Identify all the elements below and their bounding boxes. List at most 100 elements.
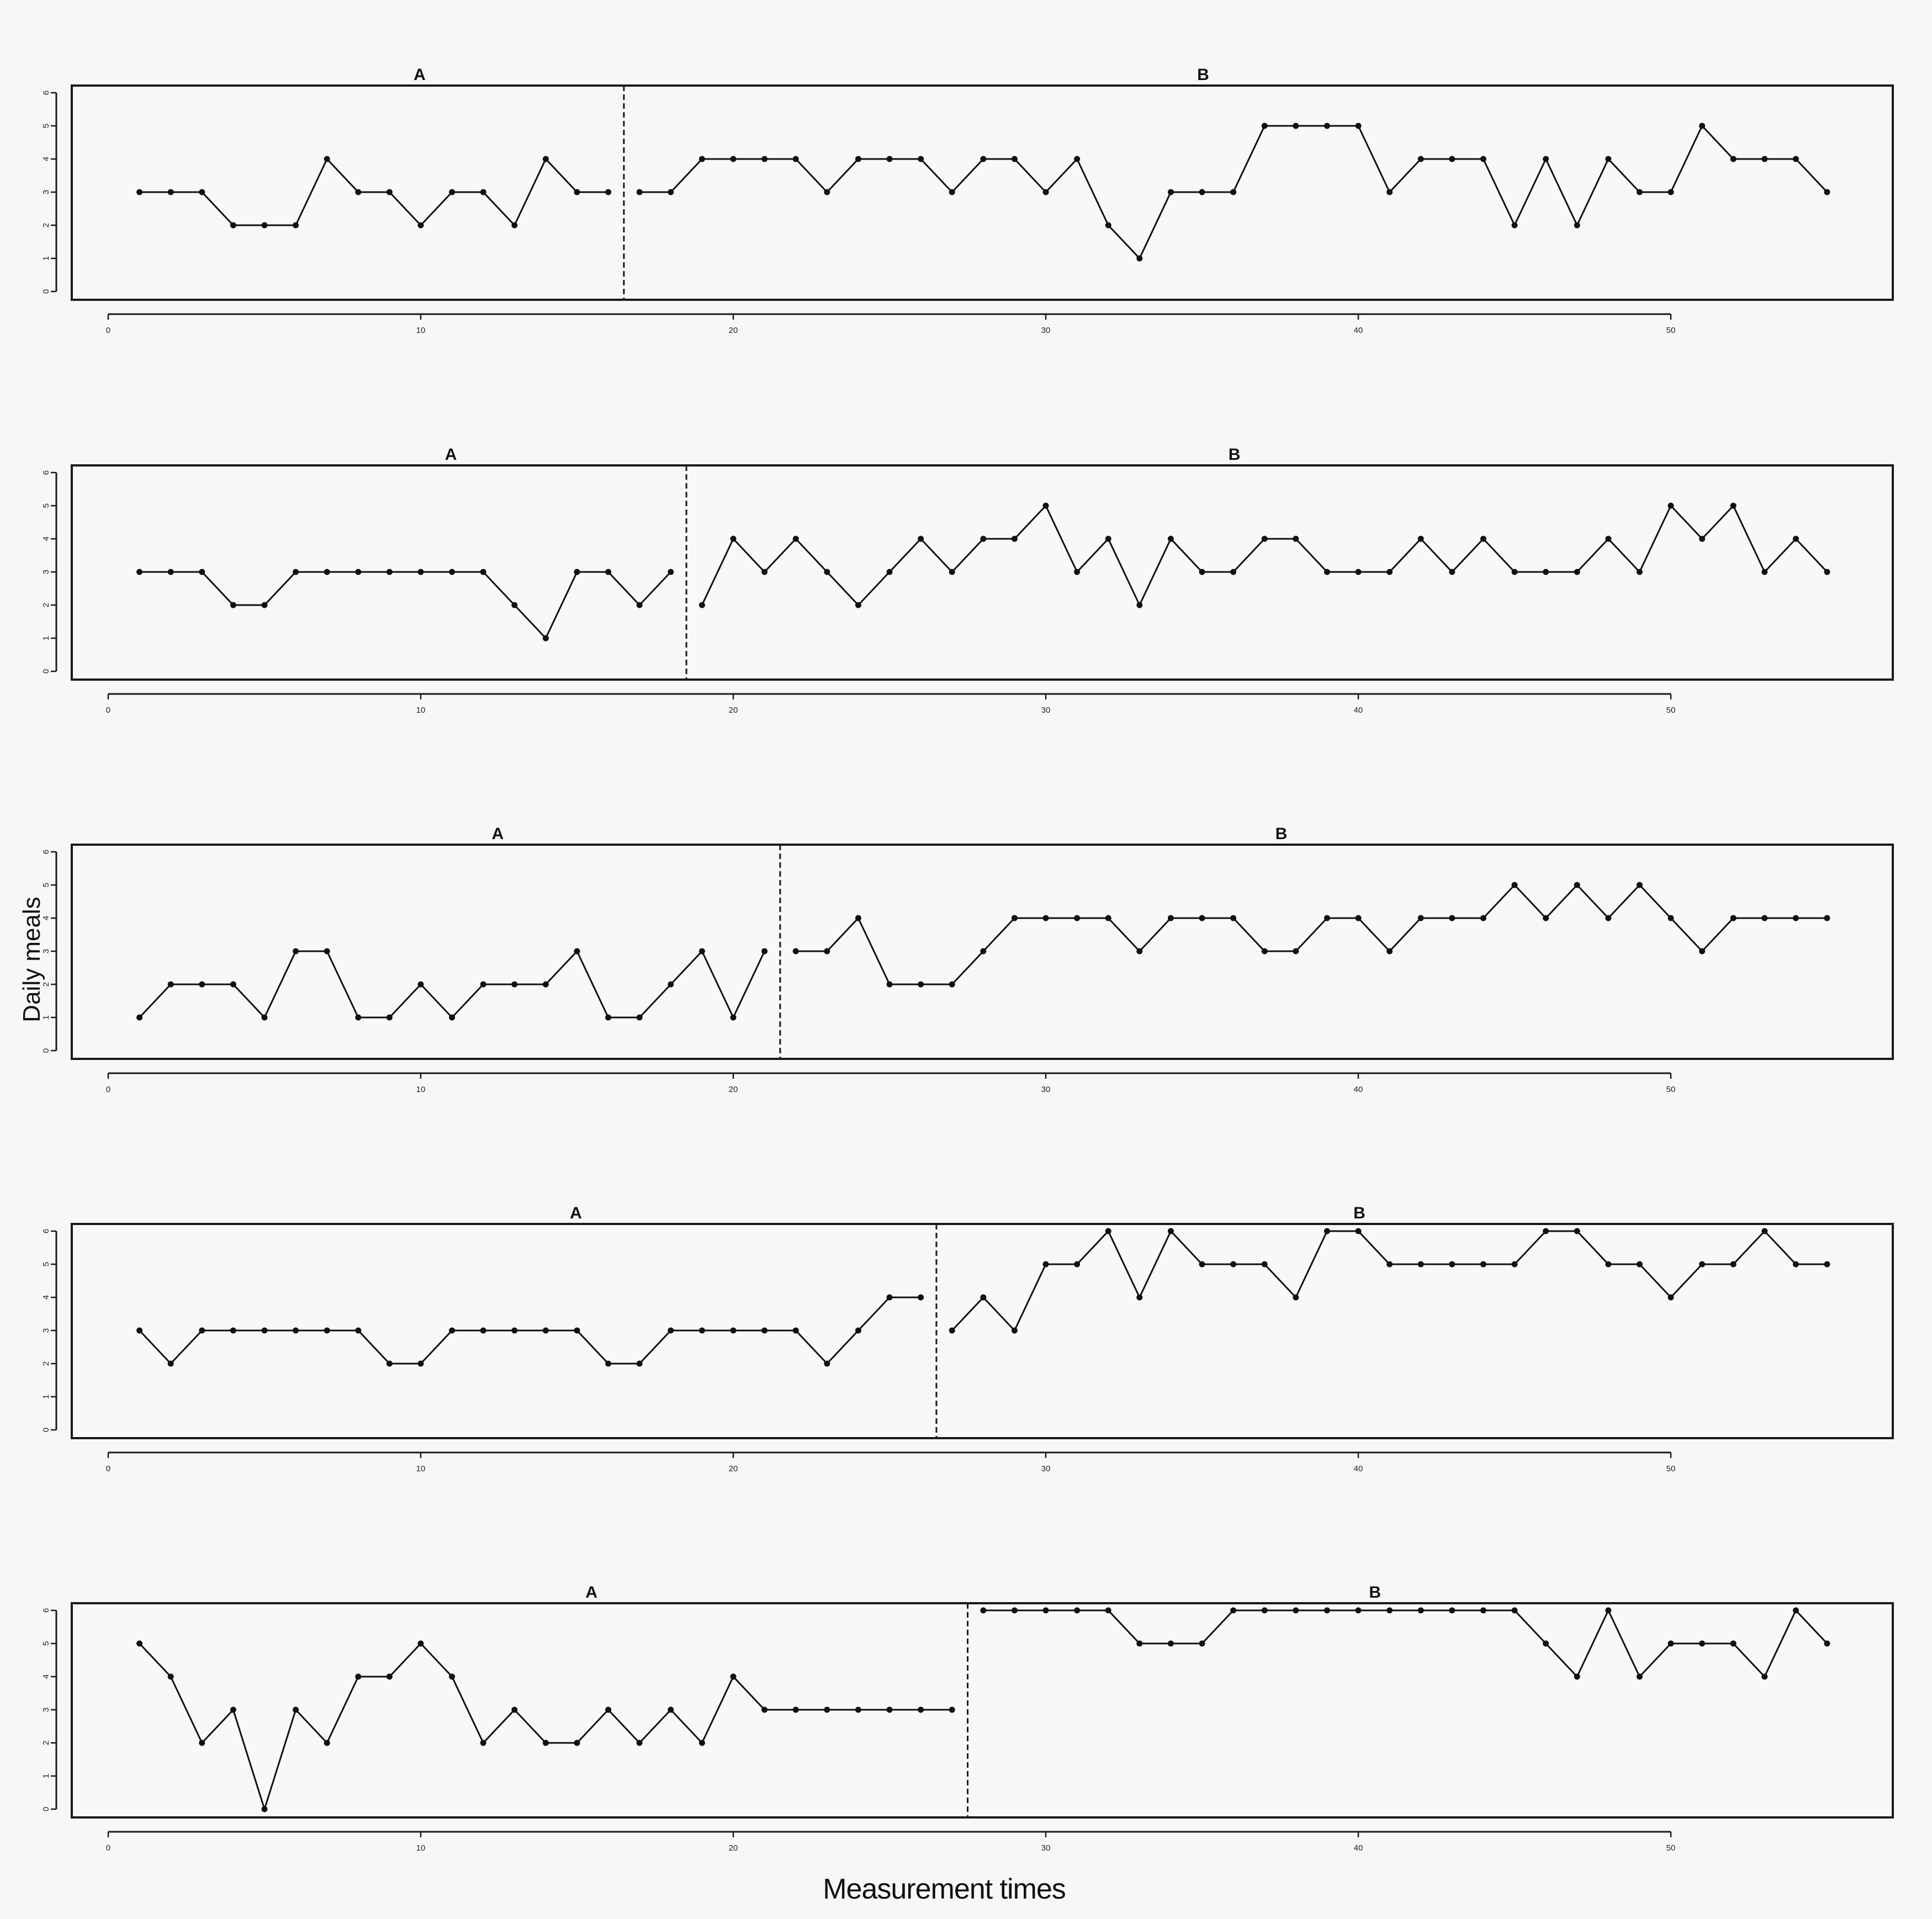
data-point [1230,1261,1237,1268]
data-point [1042,1607,1049,1614]
data-point [199,981,205,988]
data-point [355,569,362,575]
data-point [824,948,830,955]
data-point [792,156,799,162]
x-tick-label: 20 [729,1464,738,1473]
phase-b-series [949,1228,1830,1334]
phase-a-series [136,569,674,642]
data-point [949,1327,955,1334]
data-point [918,1294,924,1301]
data-point [730,1327,737,1334]
data-point [605,569,612,575]
data-point [855,1706,861,1713]
data-point [324,1740,330,1746]
data-point [1355,569,1362,575]
data-point [1699,536,1706,542]
y-tick-label: 4 [41,157,51,161]
data-point [1261,948,1268,955]
data-point [542,1327,549,1334]
y-axis-title: Daily meals [18,897,45,1022]
data-point [1792,1607,1799,1614]
data-point [324,948,330,955]
y-tick-label: 5 [41,883,51,887]
data-point [918,981,924,988]
x-tick-label: 50 [1666,1085,1676,1094]
data-point [698,156,705,162]
data-point [1730,1261,1737,1268]
data-point [886,1706,893,1713]
data-point [449,189,456,195]
data-point [1636,569,1643,575]
data-point [1167,1228,1174,1234]
data-point [605,1706,612,1713]
x-axis: 0 10 20 30 40 50 [106,1451,1675,1473]
y-tick-label: 6 [41,1608,51,1613]
data-point [1417,536,1424,542]
x-tick-label: 40 [1354,1464,1363,1473]
y-tick-label: 3 [41,1708,51,1712]
y-tick-label: 3 [41,949,51,953]
y-tick-label: 5 [41,1262,51,1266]
data-point [574,189,580,195]
phase-a-series-line [139,1296,921,1365]
data-point [1011,1607,1018,1614]
x-tick-label: 20 [729,1843,738,1853]
phase-a-series-line [139,571,671,640]
data-point [167,569,174,575]
y-tick-label: 0 [41,669,51,674]
data-point [542,981,549,988]
data-point [1699,948,1706,955]
data-point [230,1706,236,1713]
x-tick-label: 30 [1041,326,1051,335]
data-point [1324,569,1330,575]
data-point [824,1360,830,1367]
data-point [761,156,768,162]
data-point [480,569,486,575]
data-point [1636,189,1643,195]
data-point [261,1327,268,1334]
data-point [1386,569,1393,575]
data-point [668,981,674,988]
y-tick-label: 3 [41,190,51,194]
phase-b-label: B [1197,66,1209,84]
data-point [1636,1261,1643,1268]
data-point [1042,189,1049,195]
phase-a-label: A [570,1204,582,1222]
data-point [417,569,424,575]
y-tick-label: 2 [41,1361,51,1366]
data-point [511,602,518,608]
data-point [1574,222,1580,229]
data-point [199,1740,205,1746]
data-point [1480,915,1486,921]
y-tick-label: 2 [41,1741,51,1745]
x-tick-label: 40 [1354,706,1363,715]
data-point [574,569,580,575]
data-point [1449,915,1455,921]
data-point [698,1740,705,1746]
data-point [1792,156,1799,162]
data-point [1761,915,1768,921]
data-point [886,981,893,988]
data-point [1105,1228,1111,1234]
data-point [293,1327,299,1334]
data-point [1293,1294,1299,1301]
data-point [1324,1607,1330,1614]
data-point [949,1706,955,1713]
data-point [855,602,861,608]
data-point [167,981,174,988]
data-point [293,222,299,229]
y-tick-label: 5 [41,503,51,508]
data-point [1449,1261,1455,1268]
data-point [1355,1607,1362,1614]
data-point [1636,882,1643,888]
data-point [1230,569,1237,575]
y-tick-label: 6 [41,91,51,95]
data-point [1605,915,1612,921]
data-point [886,156,893,162]
data-point [386,189,393,195]
data-point [1136,1640,1143,1647]
data-point [792,536,799,542]
data-point [480,1740,486,1746]
data-point [1042,1261,1049,1268]
data-point [511,1706,518,1713]
